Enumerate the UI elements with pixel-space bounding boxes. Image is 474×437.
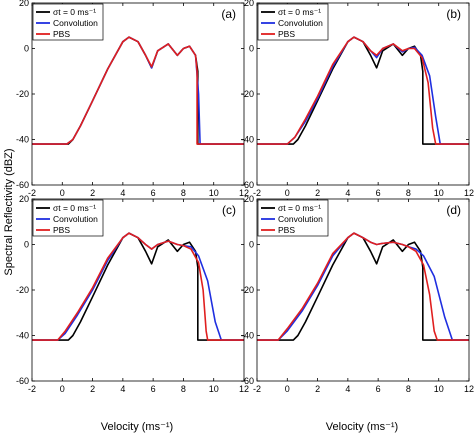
x-tick-label: 4 [345,188,350,198]
legend-entry: Convolution [53,18,98,28]
legend-entry: PBS [53,225,70,235]
x-tick-label: 10 [434,188,444,198]
x-tick-label: 8 [181,384,186,394]
x-tick-label: 8 [181,188,186,198]
series-line-pbs [32,232,244,341]
panel-label: (a) [221,7,236,21]
y-tick-label: 20 [244,0,254,8]
legend-entry: σt = 0 ms⁻¹ [53,7,96,17]
legend-entry: PBS [278,29,295,39]
series-line-pbs [32,36,244,145]
legend-entry: Convolution [278,18,323,28]
legend-entry: σt = 0 ms⁻¹ [278,203,321,213]
y-tick-label: -60 [16,180,29,190]
x-tick-label: 6 [151,188,156,198]
x-tick-label: 0 [285,384,290,394]
x-tick-label: 12 [239,188,249,198]
x-tick-label: 4 [120,188,125,198]
x-tick-label: -2 [28,188,36,198]
y-tick-label: 0 [24,240,29,250]
y-tick-label: 20 [244,194,254,204]
y-tick-label: 0 [249,44,254,54]
y-tick-label: 20 [19,194,29,204]
series-line-reference [32,232,244,341]
x-tick-label: 6 [376,188,381,198]
x-tick-label: 4 [120,384,125,394]
x-tick-label: 2 [90,384,95,394]
y-tick-label: -60 [241,180,254,190]
y-tick-label: 0 [24,44,29,54]
panel-label: (d) [446,203,461,217]
x-tick-label: 8 [406,188,411,198]
series-line-reference [32,36,244,145]
panel-label: (b) [446,7,461,21]
series-line-reference [257,232,469,341]
x-tick-label: 6 [151,384,156,394]
y-axis-label: Spectral Reflectivity (dBZ) [3,148,15,275]
x-tick-label: 0 [60,384,65,394]
legend-entry: Convolution [53,214,98,224]
y-tick-label: -40 [16,135,29,145]
x-tick-label: 0 [60,188,65,198]
x-tick-label: 10 [209,188,219,198]
x-axis-label-right: Velocity (ms⁻¹) [326,421,398,433]
series-line-pbs [257,36,469,145]
series-line-convolution [257,232,469,341]
y-tick-label: -20 [16,285,29,295]
y-tick-label: -20 [241,89,254,99]
series-line-convolution [257,36,469,145]
x-tick-label: 2 [90,188,95,198]
y-tick-label: -40 [241,331,254,341]
y-tick-label: -40 [241,135,254,145]
x-tick-label: 0 [285,188,290,198]
y-tick-label: -60 [241,376,254,386]
legend-entry: σt = 0 ms⁻¹ [53,203,96,213]
x-tick-label: 2 [315,188,320,198]
x-tick-label: 12 [239,384,249,394]
x-tick-label: 4 [345,384,350,394]
x-tick-label: -2 [253,188,261,198]
y-tick-label: -60 [16,376,29,386]
y-tick-label: 20 [19,0,29,8]
x-tick-label: -2 [28,384,36,394]
x-tick-label: 12 [464,384,474,394]
legend-entry: PBS [53,29,70,39]
legend-entry: σt = 0 ms⁻¹ [278,7,321,17]
series-line-pbs [257,232,469,341]
legend-entry: PBS [278,225,295,235]
y-tick-label: -40 [16,331,29,341]
x-tick-label: 6 [376,384,381,394]
y-tick-label: 0 [249,240,254,250]
series-line-convolution [32,232,244,341]
x-axis-label-left: Velocity (ms⁻¹) [101,421,173,433]
panel-label: (c) [222,203,236,217]
x-tick-label: -2 [253,384,261,394]
legend-entry: Convolution [278,214,323,224]
x-tick-label: 10 [434,384,444,394]
series-line-convolution [32,36,244,145]
y-tick-label: -20 [16,89,29,99]
x-tick-label: 2 [315,384,320,394]
x-tick-label: 12 [464,188,474,198]
x-tick-label: 10 [209,384,219,394]
x-tick-label: 8 [406,384,411,394]
y-tick-label: -20 [241,285,254,295]
